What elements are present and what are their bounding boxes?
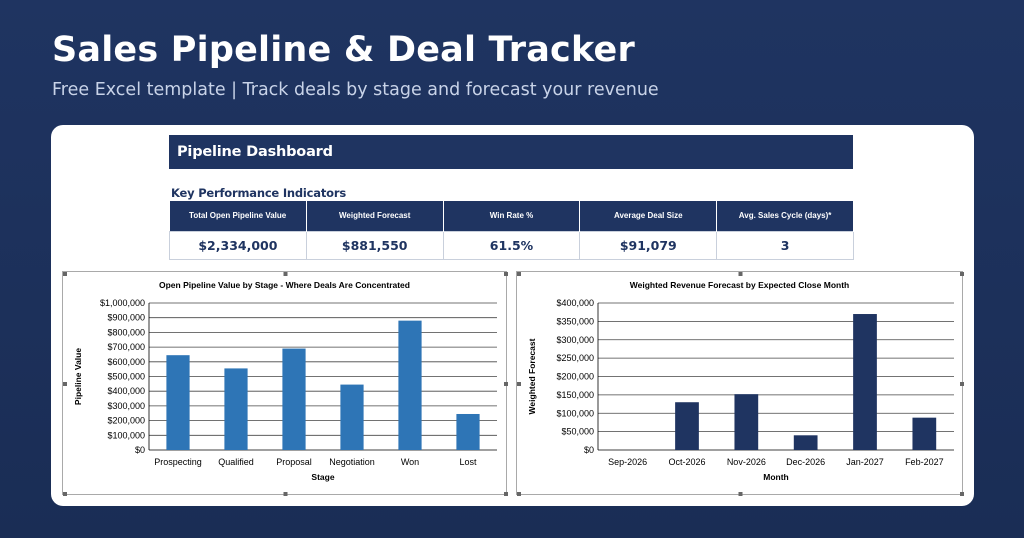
bar-qualified [224,368,248,450]
kpi-label-weighted-forecast: Weighted Forecast [306,201,444,231]
y-tick-label: $300,000 [556,335,594,345]
y-tick-label: $500,000 [107,372,145,382]
kpi-section-title: Key Performance Indicators [171,186,346,200]
kpi-value-row: $2,334,000 $881,550 61.5% $91,079 3 [169,230,854,260]
y-tick-label: $700,000 [107,342,145,352]
x-axis-title: Month [763,472,789,482]
x-tick-label: Feb-2027 [905,457,944,467]
resize-handle [504,492,508,496]
x-tick-label: Lost [459,457,477,467]
x-tick-label: Won [401,457,419,467]
resize-handle [960,382,964,386]
resize-handle [517,272,521,276]
y-tick-label: $0 [584,445,594,455]
x-tick-label: Jan-2027 [846,457,884,467]
resize-handle [517,382,521,386]
page-title: Sales Pipeline & Deal Tracker [52,30,635,70]
resize-handle [738,272,743,276]
y-tick-label: $300,000 [107,401,145,411]
y-tick-label: $1,000,000 [100,298,145,308]
bar-won [398,320,422,450]
resize-handle [504,382,508,386]
x-tick-label: Sep-2026 [608,457,647,467]
y-tick-label: $250,000 [556,353,594,363]
x-tick-label: Dec-2026 [786,457,825,467]
x-tick-label: Nov-2026 [727,457,766,467]
bar-negotiation [340,384,364,450]
x-tick-label: Oct-2026 [668,457,705,467]
kpi-value-avg-deal-size[interactable]: $91,079 [579,230,718,260]
pipeline-by-stage-plot: $0 $100,000 $200,000 $300,000 $400,000 $500,0… [63,272,508,496]
resize-handle [960,272,964,276]
kpi-header-row: Total Open Pipeline Value Weighted Forec… [169,201,854,231]
kpi-label-win-rate: Win Rate % [443,201,581,231]
resize-handle [283,272,288,276]
y-tick-label: $350,000 [556,316,594,326]
x-tick-label: Proposal [276,457,312,467]
bar-nov-2026 [734,394,759,450]
template-preview-card: Pipeline Dashboard Key Performance Indic… [51,125,974,506]
x-tick-label: Prospecting [154,457,202,467]
y-tick-label: $200,000 [107,416,145,426]
kpi-value-weighted-forecast[interactable]: $881,550 [305,230,444,260]
y-tick-label: $150,000 [556,390,594,400]
kpi-value-avg-sales-cycle[interactable]: 3 [716,230,854,260]
resize-handle [63,272,67,276]
kpi-label-avg-sales-cycle: Avg. Sales Cycle (days)* [716,201,854,231]
dashboard-header: Pipeline Dashboard [169,135,853,169]
bar-feb-2027 [912,417,937,450]
resize-handle [960,492,964,496]
bar-dec-2026 [793,435,818,450]
bar-oct-2026 [675,402,699,450]
y-axis-title: Weighted Forecast [527,338,537,414]
bar-prospecting [166,355,190,450]
y-tick-label: $600,000 [107,357,145,367]
y-tick-label: $100,000 [556,408,594,418]
y-tick-label: $400,000 [556,298,594,308]
bar-lost [456,413,480,450]
kpi-label-avg-deal-size: Average Deal Size [579,201,718,231]
kpi-value-total-pipeline[interactable]: $2,334,000 [169,230,307,260]
x-axis-title: Stage [311,472,334,482]
y-tick-label: $50,000 [561,427,594,437]
y-tick-label: $200,000 [556,372,594,382]
weighted-forecast-plot: $0 $50,000 $100,000 $150,000 $200,000 $250,00… [517,272,964,496]
kpi-table: Total Open Pipeline Value Weighted Forec… [169,201,854,260]
bar-jan-2027 [853,314,877,450]
kpi-label-total-pipeline: Total Open Pipeline Value [169,201,307,231]
resize-handle [63,492,67,496]
resize-handle [504,272,508,276]
resize-handle [738,492,743,496]
page-subtitle: Free Excel template | Track deals by sta… [52,80,659,100]
y-tick-label: $800,000 [107,327,145,337]
kpi-value-win-rate[interactable]: 61.5% [442,230,581,260]
y-tick-label: $100,000 [107,430,145,440]
resize-handle [283,492,288,496]
x-tick-label: Qualified [218,457,254,467]
pipeline-by-stage-chart[interactable]: Open Pipeline Value by Stage - Where Dea… [62,271,508,496]
resize-handle [517,492,521,496]
resize-handle [63,382,67,386]
chart-title: Weighted Revenue Forecast by Expected Cl… [629,280,850,290]
y-tick-label: $400,000 [107,386,145,396]
y-tick-label: $0 [135,445,145,455]
y-tick-label: $900,000 [107,313,145,323]
x-tick-label: Negotiation [329,457,375,467]
chart-title: Open Pipeline Value by Stage - Where Dea… [159,280,410,290]
y-axis-title: Pipeline Value [73,348,83,405]
weighted-forecast-chart[interactable]: Weighted Revenue Forecast by Expected Cl… [516,271,964,496]
bar-proposal [282,348,306,450]
